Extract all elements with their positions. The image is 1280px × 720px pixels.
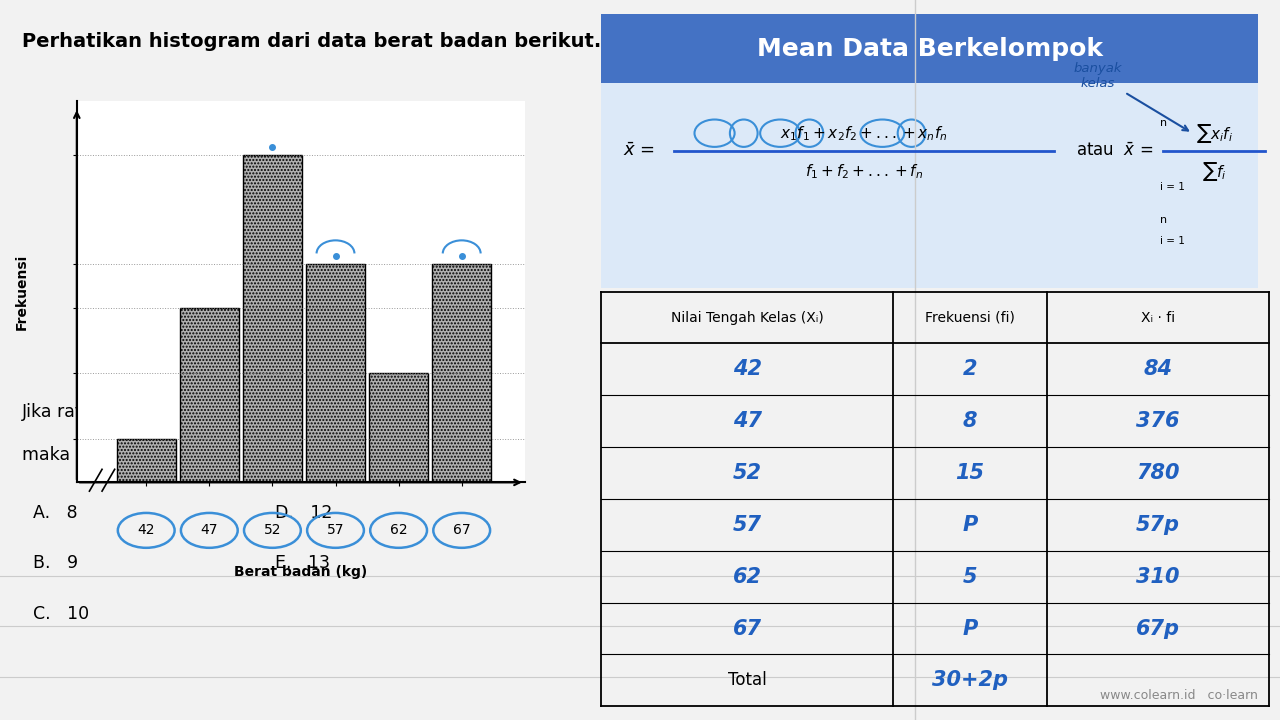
Text: 15: 15	[955, 463, 984, 483]
Text: 57: 57	[326, 523, 344, 537]
Bar	[369, 374, 429, 482]
Text: n: n	[1160, 118, 1167, 128]
Text: 780: 780	[1137, 463, 1180, 483]
Text: Total: Total	[728, 671, 767, 689]
Text: 62: 62	[390, 523, 407, 537]
Text: $\sum x_i f_i$: $\sum x_i f_i$	[1196, 122, 1233, 145]
Text: $\sum f_i$: $\sum f_i$	[1202, 160, 1226, 183]
Text: 8: 8	[963, 411, 977, 431]
Text: 42: 42	[137, 523, 155, 537]
Text: D.   12: D. 12	[275, 504, 333, 522]
FancyBboxPatch shape	[602, 83, 1258, 288]
Text: 5: 5	[963, 567, 977, 587]
FancyBboxPatch shape	[602, 14, 1258, 83]
Text: Frekuensi (fi): Frekuensi (fi)	[925, 310, 1015, 325]
Text: P: P	[963, 515, 978, 535]
Text: 62: 62	[733, 567, 762, 587]
Text: Berat badan (kg): Berat badan (kg)	[234, 565, 367, 580]
Text: 52: 52	[733, 463, 762, 483]
Text: www.colearn.id   co·learn: www.colearn.id co·learn	[1101, 689, 1258, 702]
Text: 67: 67	[733, 618, 762, 639]
Text: 47: 47	[733, 411, 762, 431]
Text: Nilai Tengah Kelas (Xᵢ): Nilai Tengah Kelas (Xᵢ)	[671, 310, 824, 325]
Text: $f_1 + f_2 + ... + f_n$: $f_1 + f_2 + ... + f_n$	[805, 162, 923, 181]
Text: 67: 67	[453, 523, 471, 537]
Text: Perhatikan histogram dari data berat badan berikut.: Perhatikan histogram dari data berat bad…	[22, 32, 602, 51]
Text: Xᵢ · fi: Xᵢ · fi	[1140, 310, 1175, 325]
Text: $x_1f_1 + x_2f_2 + ... + x_nf_n$: $x_1f_1 + x_2f_2 + ... + x_nf_n$	[781, 124, 947, 143]
Text: B.   9: B. 9	[33, 554, 78, 572]
Text: 47: 47	[201, 523, 218, 537]
Text: C.   10: C. 10	[33, 605, 90, 623]
Bar	[243, 156, 302, 482]
Text: 2: 2	[963, 359, 977, 379]
Text: banyak
kelas: banyak kelas	[1074, 62, 1188, 130]
Text: 67p: 67p	[1135, 618, 1180, 639]
Y-axis label: Frekuensi: Frekuensi	[15, 253, 29, 330]
Bar	[306, 264, 365, 482]
Text: 57p: 57p	[1135, 515, 1180, 535]
Text: 30+2p: 30+2p	[932, 670, 1007, 690]
Bar	[116, 438, 175, 482]
Text: E.   13: E. 13	[275, 554, 330, 572]
Text: 310: 310	[1137, 567, 1180, 587]
Text: 52: 52	[264, 523, 282, 537]
Text: $\bar{x}$ =: $\bar{x}$ =	[623, 142, 655, 160]
Text: Jika rata-rata berat badan data tersebut 55,8 kg,: Jika rata-rata berat badan data tersebut…	[22, 403, 447, 421]
Text: i = 1: i = 1	[1160, 236, 1184, 246]
Text: A.   8: A. 8	[33, 504, 78, 522]
Text: 57: 57	[733, 515, 762, 535]
Bar	[433, 264, 492, 482]
Text: maka nilai P = . . . .: maka nilai P = . . . .	[22, 446, 192, 464]
Text: 84: 84	[1143, 359, 1172, 379]
Text: 42: 42	[733, 359, 762, 379]
Text: n: n	[1160, 215, 1167, 225]
Text: Mean Data Berkelompok: Mean Data Berkelompok	[756, 37, 1103, 61]
Text: i = 1: i = 1	[1160, 182, 1184, 192]
Text: atau  $\bar{x}$ =: atau $\bar{x}$ =	[1075, 142, 1153, 160]
Bar	[179, 308, 239, 482]
Text: P: P	[963, 618, 978, 639]
Text: 376: 376	[1137, 411, 1180, 431]
